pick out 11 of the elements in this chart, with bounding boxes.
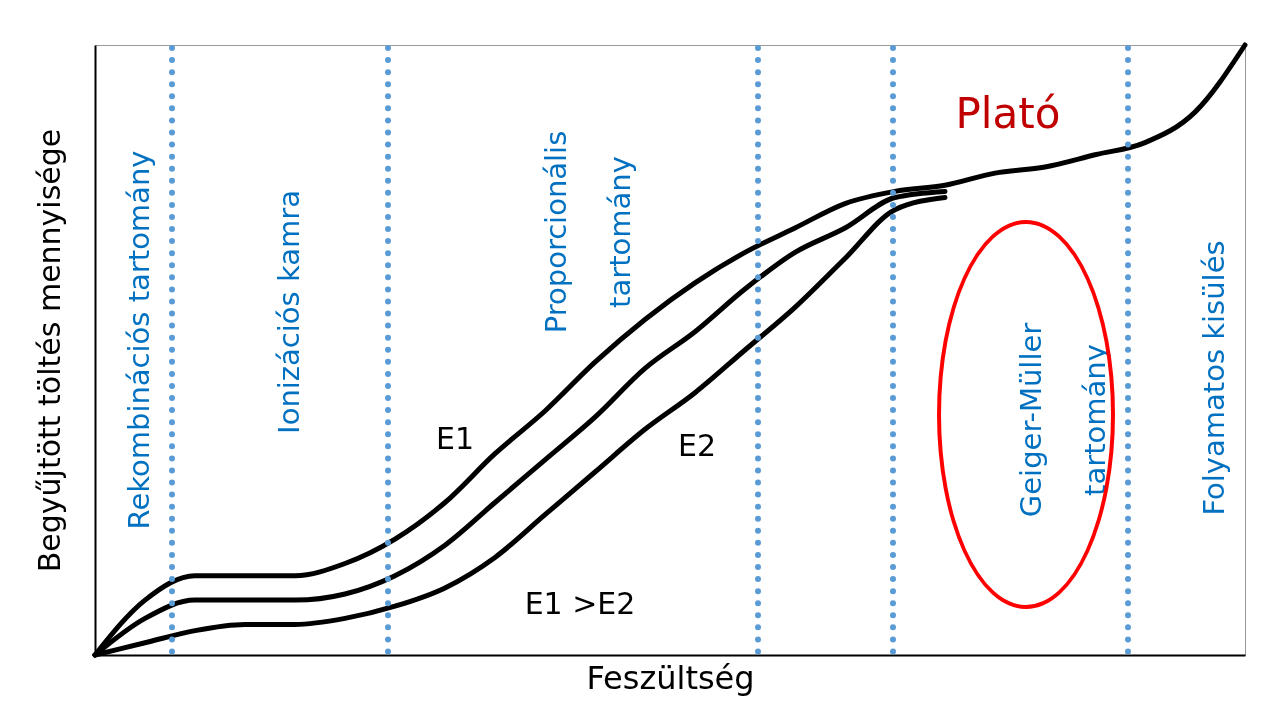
y-axis-title: Begyűjtött töltés mennyisége: [31, 128, 67, 573]
annotation: E1 >E2: [524, 586, 636, 621]
annotation: Plató: [955, 89, 1061, 138]
annotation: Folyamatos kisülés: [1197, 240, 1231, 516]
annotation: Rekombinációs tartomány: [122, 150, 156, 530]
series-label: E2: [677, 428, 717, 463]
annotation: Ionizációs kamra: [272, 190, 306, 434]
x-axis-title: Feszültség: [586, 658, 755, 697]
annotation: Proporcionális tartomány: [539, 130, 637, 334]
series-label: E1: [435, 421, 475, 456]
annotation: Geiger-Müller tartomány: [1014, 322, 1112, 518]
